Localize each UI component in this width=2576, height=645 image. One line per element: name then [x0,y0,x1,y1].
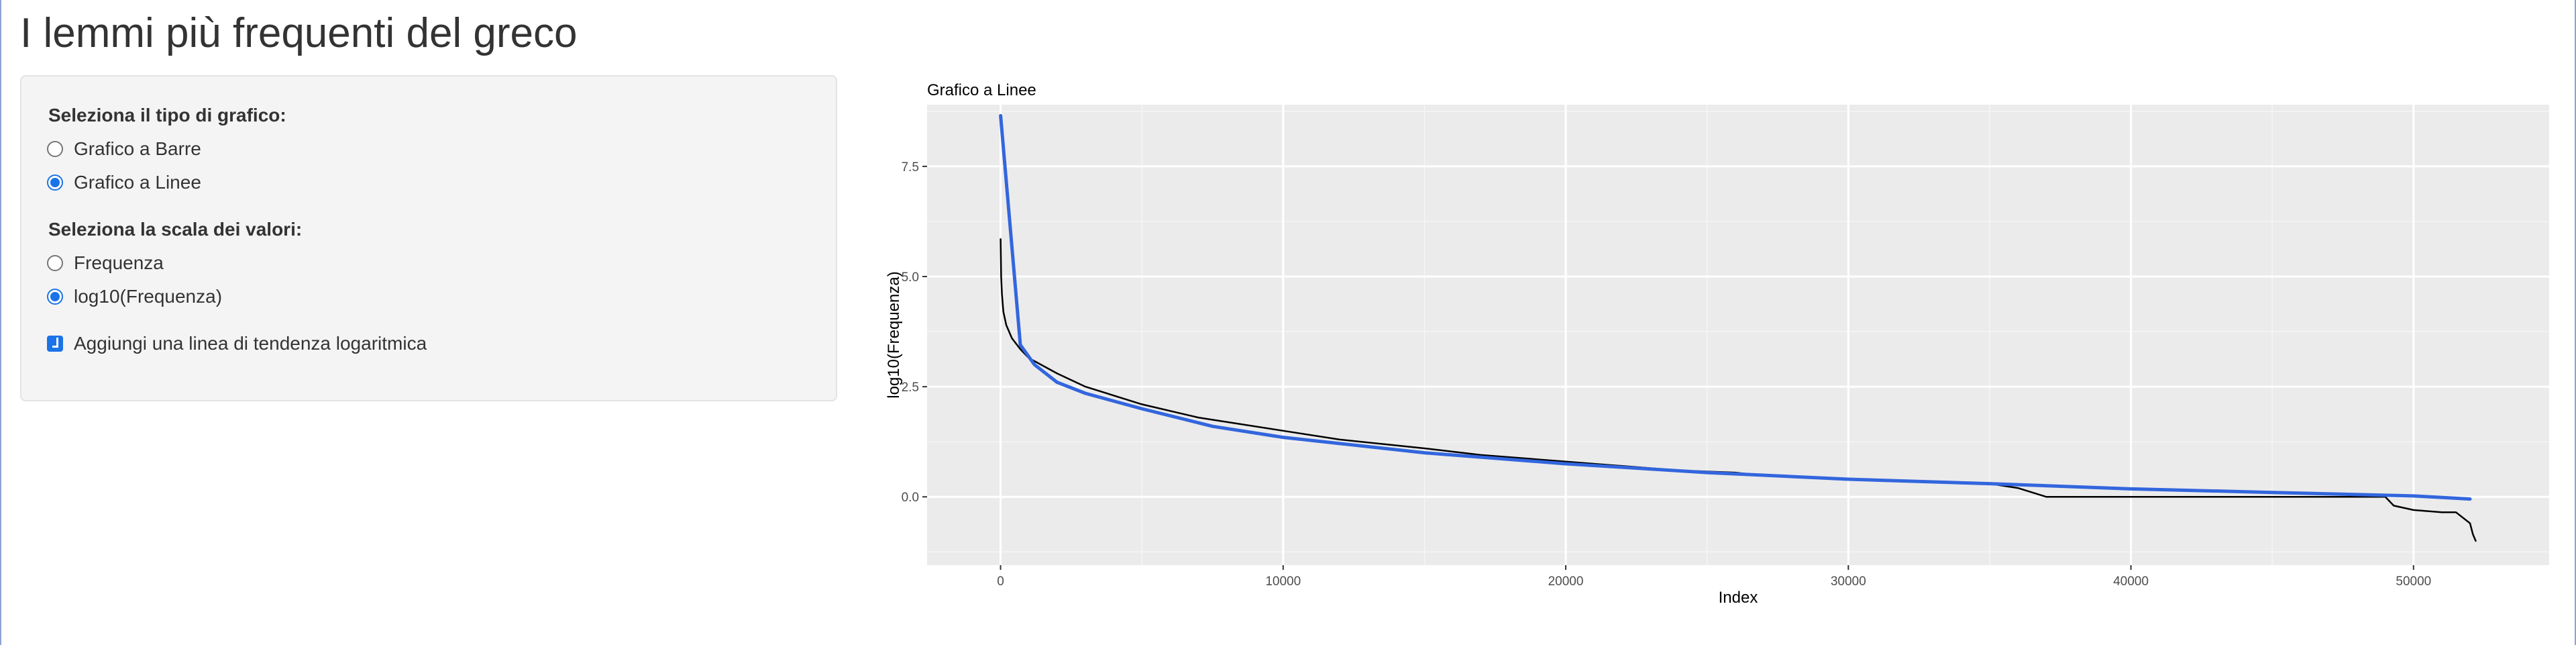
y-tick-label: 5.0 [902,270,919,285]
radio-log-frequency[interactable] [47,289,63,305]
radio-frequency[interactable] [47,255,63,271]
radio-option-bar-chart[interactable]: Grafico a Barre [47,137,201,161]
series-layer [999,113,2477,542]
x-axis-title: Index [1719,589,1758,607]
plot-background [927,105,2549,565]
page-title: I lemmi più frequenti del greco [20,10,578,56]
window-border-right [2575,0,2576,645]
x-tick-label: 20000 [1548,575,1584,589]
x-tick-label: 50000 [2396,575,2431,589]
radio-label-bar-chart: Grafico a Barre [74,138,201,159]
y-axis-title: log10(Frequenza) [885,271,903,398]
scale-label: Seleziona la scala dei valori: [48,219,303,240]
trend-line-series [999,113,2472,501]
radio-label-log-frequency: log10(Frequenza) [74,286,223,307]
trend-line-checkbox[interactable] [47,336,63,352]
trend-line-label: Aggiungi una linea di tendenza logaritmi… [74,333,427,354]
chart-title: Grafico a Linee [927,81,1036,99]
radio-option-log-frequency[interactable]: log10(Frequenza) [47,285,222,309]
window-border-left [0,0,1,645]
x-tick-label: 0 [997,575,1004,589]
x-tick-label: 10000 [1265,575,1301,589]
radio-label-line-chart: Grafico a Linee [74,172,201,193]
y-tick-label: 0.0 [902,491,919,505]
y-tick-label: 2.5 [902,381,919,395]
y-tick-label: 7.5 [902,160,919,175]
chart-type-label: Seleziona il tipo di grafico: [48,105,286,126]
radio-bar-chart[interactable] [47,141,63,157]
radio-line-chart[interactable] [47,175,63,191]
line-chart: Grafico a Linee 0 10000 20000 30000 40000 500… [885,81,2549,607]
radio-label-frequency: Frequenza [74,252,164,273]
x-tick-label: 40000 [2113,575,2149,589]
radio-option-frequency[interactable]: Frequenza [47,251,164,275]
minor-gridlines [927,105,2549,565]
radio-option-line-chart[interactable]: Grafico a Linee [47,170,201,195]
sidebar-panel: Seleziona il tipo di grafico: Grafico a … [20,75,837,401]
x-tick-label: 30000 [1831,575,1866,589]
trend-line-option[interactable]: Aggiungi una linea di tendenza logaritmi… [47,332,427,356]
axis-ticks [922,165,2414,570]
axis-tick-labels: 0 10000 20000 30000 40000 50000 0.0 2.5 5.0 7.5 [902,160,2432,589]
